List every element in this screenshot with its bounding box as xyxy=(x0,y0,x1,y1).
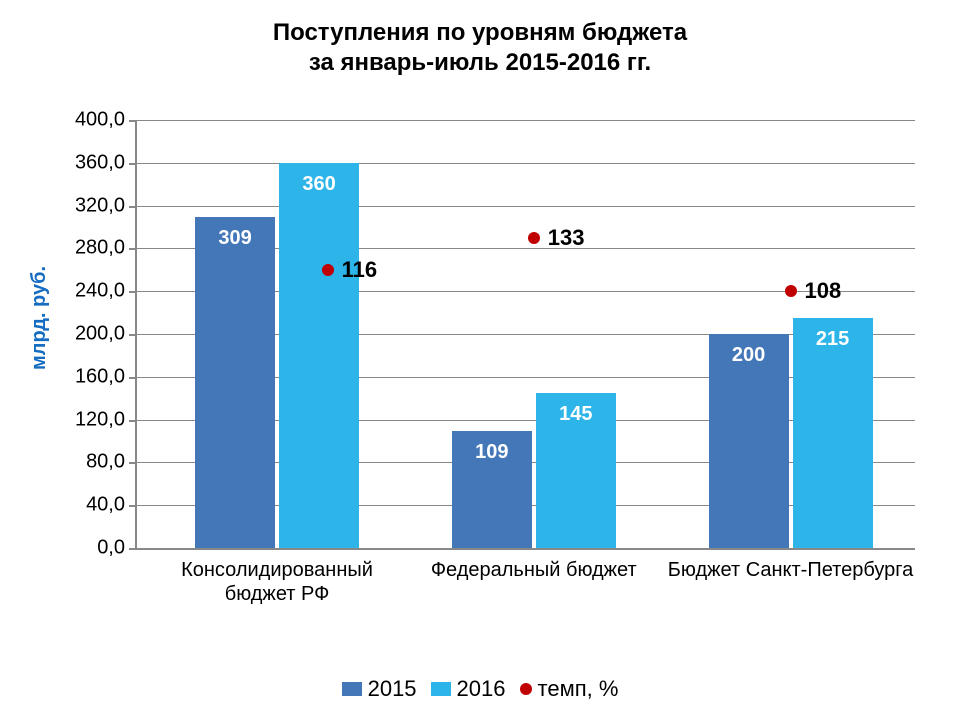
legend-label-2015: 2015 xyxy=(368,676,417,702)
legend-swatch-temp xyxy=(520,683,532,695)
y-tick xyxy=(129,206,137,208)
y-axis-label: млрд. руб. xyxy=(28,266,51,370)
bar-label: 145 xyxy=(536,403,616,426)
bar-label: 109 xyxy=(452,441,532,464)
y-tick-label: 120,0 xyxy=(75,408,125,431)
bar-s2016-0: 360 xyxy=(279,163,359,548)
y-tick-label: 40,0 xyxy=(86,494,125,517)
bar-label: 200 xyxy=(709,344,789,367)
y-tick xyxy=(129,248,137,250)
plot-area: 0,040,080,0120,0160,0200,0240,0280,0320,… xyxy=(135,120,915,550)
y-tick-label: 400,0 xyxy=(75,109,125,132)
y-tick-label: 160,0 xyxy=(75,365,125,388)
temp-marker-2 xyxy=(785,285,797,297)
bar-s2015-0: 309 xyxy=(195,217,275,548)
y-tick-label: 320,0 xyxy=(75,194,125,217)
y-tick xyxy=(129,377,137,379)
chart-container: Поступления по уровням бюджета за январь… xyxy=(0,0,960,720)
bar-label: 215 xyxy=(793,328,873,351)
legend-label-temp: темп, % xyxy=(538,676,619,702)
y-tick-label: 240,0 xyxy=(75,280,125,303)
y-tick xyxy=(129,420,137,422)
legend-item-2016: 2016 xyxy=(431,676,506,702)
y-tick xyxy=(129,120,137,122)
y-tick-label: 360,0 xyxy=(75,151,125,174)
temp-marker-1 xyxy=(528,232,540,244)
bar-label: 309 xyxy=(195,227,275,250)
legend-swatch-2015 xyxy=(342,682,362,696)
gridline xyxy=(137,206,915,207)
y-tick-label: 200,0 xyxy=(75,323,125,346)
x-category-label: Федеральный бюджет xyxy=(404,558,664,582)
gridline xyxy=(137,163,915,164)
bar-s2015-1: 109 xyxy=(452,431,532,548)
legend-item-temp: темп, % xyxy=(520,676,619,702)
bar-s2016-2: 215 xyxy=(793,318,873,548)
y-tick-label: 80,0 xyxy=(86,451,125,474)
y-tick xyxy=(129,291,137,293)
y-tick xyxy=(129,334,137,336)
legend-label-2016: 2016 xyxy=(457,676,506,702)
title-line-2: за январь-июль 2015-2016 гг. xyxy=(309,49,651,76)
y-tick-label: 280,0 xyxy=(75,237,125,260)
temp-marker-0 xyxy=(322,264,334,276)
x-category-label: Бюджет Санкт-Петербурга xyxy=(661,558,921,582)
y-tick xyxy=(129,163,137,165)
chart-title: Поступления по уровням бюджета за январь… xyxy=(0,18,960,78)
temp-label: 108 xyxy=(805,278,842,304)
temp-label: 116 xyxy=(342,257,378,283)
y-tick xyxy=(129,548,137,550)
legend: 2015 2016 темп, % xyxy=(0,676,960,702)
y-tick xyxy=(129,505,137,507)
legend-swatch-2016 xyxy=(431,682,451,696)
y-tick-label: 0,0 xyxy=(97,537,125,560)
temp-label: 133 xyxy=(548,225,585,251)
title-line-1: Поступления по уровням бюджета xyxy=(273,19,687,46)
bar-s2016-1: 145 xyxy=(536,393,616,548)
y-tick xyxy=(129,462,137,464)
bar-label: 360 xyxy=(279,173,359,196)
bar-s2015-2: 200 xyxy=(709,334,789,548)
x-category-label: Консолидированныйбюджет РФ xyxy=(147,558,407,606)
legend-item-2015: 2015 xyxy=(342,676,417,702)
gridline xyxy=(137,120,915,121)
